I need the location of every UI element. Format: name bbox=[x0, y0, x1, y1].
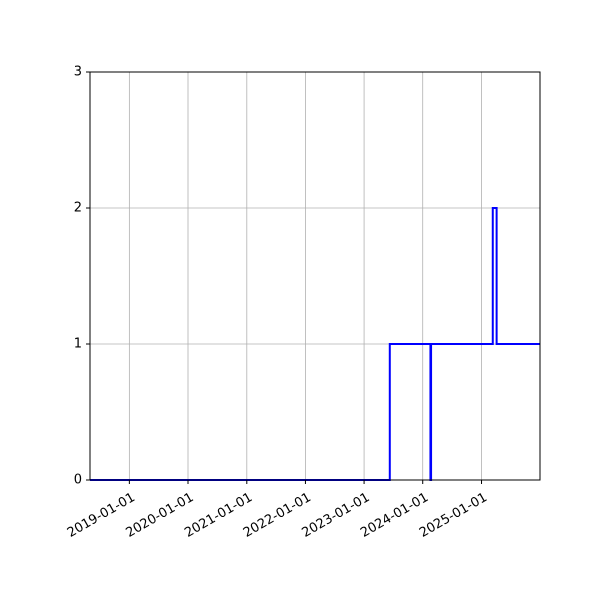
plot-area bbox=[90, 207, 540, 481]
y-tick-label: 0 bbox=[74, 473, 82, 488]
axes-frame bbox=[89, 71, 541, 481]
y-tick-label: 3 bbox=[74, 65, 82, 80]
y-tick-label: 1 bbox=[74, 337, 82, 352]
series-line bbox=[90, 207, 540, 481]
y-tick-label: 2 bbox=[74, 201, 82, 216]
